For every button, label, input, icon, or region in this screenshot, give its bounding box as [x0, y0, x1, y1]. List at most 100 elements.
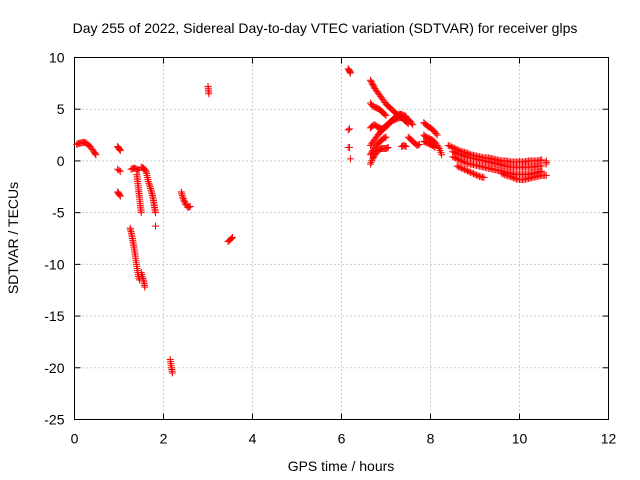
data-point: [146, 181, 154, 189]
y-tick-label: 5: [57, 101, 65, 117]
data-point: [366, 160, 374, 168]
data-point: [433, 131, 441, 139]
data-point: [446, 142, 454, 150]
y-tick-label: -20: [44, 360, 64, 376]
data-point: [501, 171, 509, 179]
x-tick-label: 2: [160, 431, 168, 447]
data-point: [538, 156, 546, 164]
data-point: [455, 163, 463, 171]
y-tick-label: 10: [49, 50, 65, 66]
data-point: [137, 209, 145, 217]
data-point: [415, 140, 423, 148]
y-tick-label: -25: [44, 412, 64, 428]
data-point: [144, 178, 152, 186]
data-point: [453, 155, 461, 163]
data-point: [145, 179, 153, 187]
data-point: [384, 143, 392, 151]
data-point: [116, 146, 124, 154]
data-point: [508, 173, 516, 181]
data-point: [464, 167, 472, 175]
data-point: [346, 155, 354, 163]
data-point: [453, 162, 461, 170]
data-point: [401, 112, 409, 120]
data-point: [465, 168, 473, 176]
data-point: [381, 110, 389, 118]
data-point: [205, 90, 213, 98]
data-point: [434, 143, 442, 151]
data-point: [408, 119, 416, 127]
data-point: [456, 156, 464, 164]
data-point: [381, 134, 389, 142]
data-point: [402, 142, 410, 150]
data-series-glps: [73, 65, 550, 377]
data-point: [459, 165, 467, 173]
data-point: [458, 157, 466, 165]
data-point: [401, 142, 409, 150]
data-point: [471, 170, 479, 178]
y-tick-label: -15: [44, 308, 64, 324]
data-point: [115, 166, 123, 174]
data-point: [168, 369, 176, 377]
data-point: [186, 202, 194, 210]
data-point: [447, 143, 455, 151]
data-point: [179, 195, 187, 203]
data-point: [179, 193, 187, 201]
data-point: [470, 170, 478, 178]
data-point: [151, 209, 159, 217]
y-tick-label: -10: [44, 256, 64, 272]
data-point: [346, 143, 354, 151]
data-point: [383, 144, 391, 152]
data-point: [474, 172, 482, 180]
data-point: [498, 169, 506, 177]
data-point: [228, 233, 236, 241]
data-point: [499, 170, 507, 178]
data-point: [432, 130, 440, 138]
data-point: [542, 171, 550, 179]
x-tick-label: 10: [512, 431, 528, 447]
data-point: [480, 173, 488, 181]
data-point: [185, 203, 193, 211]
data-point: [461, 166, 469, 174]
data-point: [461, 152, 469, 160]
data-point: [116, 192, 124, 200]
data-point: [450, 153, 458, 161]
data-point: [507, 172, 515, 180]
data-point: [452, 154, 460, 162]
data-point: [468, 169, 476, 177]
data-point: [346, 125, 354, 133]
data-point: [472, 171, 480, 179]
y-tick-label: -5: [52, 205, 65, 221]
data-point: [181, 199, 189, 207]
data-point: [449, 153, 457, 161]
data-point: [455, 156, 463, 164]
data-point: [116, 191, 124, 199]
data-point: [141, 283, 149, 291]
chart-title: Day 255 of 2022, Sidereal Day-to-day VTE…: [73, 20, 578, 36]
data-point: [414, 141, 422, 149]
data-point: [456, 163, 464, 171]
data-point: [382, 133, 390, 141]
data-point: [438, 151, 446, 159]
data-point: [151, 222, 159, 230]
data-point: [458, 151, 466, 159]
data-point: [409, 121, 417, 129]
data-point: [116, 167, 124, 175]
data-point: [227, 235, 235, 242]
data-point: [402, 112, 410, 120]
plot-frame: [74, 57, 609, 420]
x-tick-label: 6: [338, 431, 346, 447]
data-point: [462, 166, 470, 174]
y-tick-label: 0: [57, 153, 65, 169]
x-axis-label: GPS time / hours: [288, 458, 395, 474]
data-point: [431, 143, 439, 151]
grid: [74, 57, 609, 420]
x-tick-labels: 0 2 4 6 8 10 12: [71, 431, 617, 447]
data-point: [461, 158, 469, 166]
data-point: [459, 151, 467, 159]
data-point: [367, 158, 375, 166]
data-point: [346, 69, 354, 77]
x-tick-label: 12: [601, 431, 617, 447]
x-tick-label: 0: [71, 431, 79, 447]
data-point: [510, 174, 518, 182]
data-point: [458, 164, 466, 172]
